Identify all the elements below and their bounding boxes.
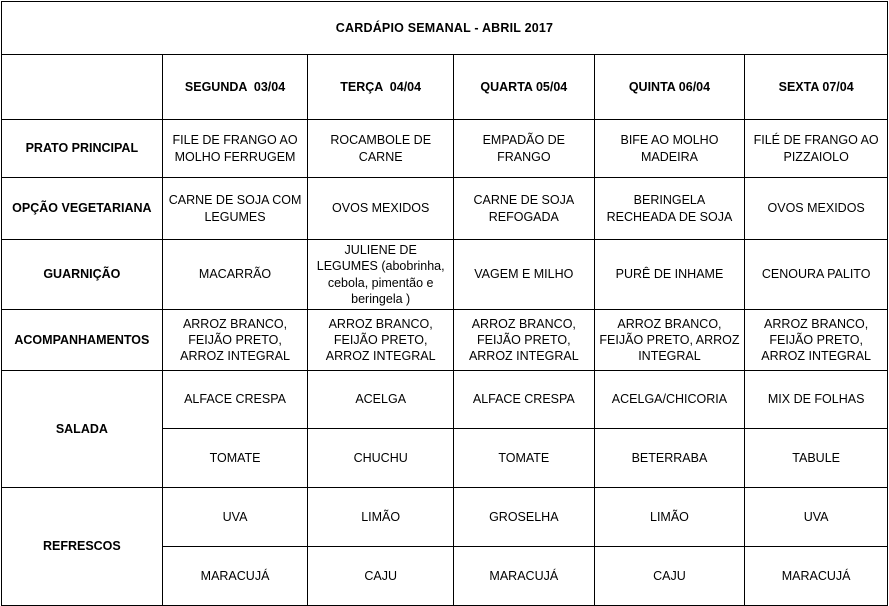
header-corner-blank xyxy=(1,54,163,120)
cell-salada-1-terca: ACELGA xyxy=(307,370,454,429)
cell-acompanhamentos-quarta: ARROZ BRANCO, FEIJÃO PRETO, ARROZ INTEGR… xyxy=(453,309,595,371)
cell-guarnicao-quinta: PURÊ DE INHAME xyxy=(593,239,746,310)
table-row-refrescos-2: MARACUJÁ CAJU MARACUJÁ CAJU MARACUJÁ xyxy=(2,546,888,606)
cell-acompanhamentos-sexta: ARROZ BRANCO, FEIJÃO PRETO, ARROZ INTEGR… xyxy=(744,309,888,371)
cell-refrescos-2-sexta: MARACUJÁ xyxy=(744,546,888,606)
cell-salada-2-sexta: TABULE xyxy=(744,428,888,488)
cell-refrescos-2-segunda: MARACUJÁ xyxy=(161,546,309,606)
cell-refrescos-2-quarta: MARACUJÁ xyxy=(453,546,595,606)
row-label-refrescos: REFRESCOS xyxy=(1,487,163,606)
row-label-acompanhamentos: ACOMPANHAMENTOS xyxy=(1,309,163,371)
table-row-prato-principal: PRATO PRINCIPAL FILE DE FRANGO AO MOLHO … xyxy=(1,119,888,178)
cell-salada-2-segunda: TOMATE xyxy=(161,428,309,488)
table-row-acompanhamentos: ACOMPANHAMENTOS ARROZ BRANCO, FEIJÃO PRE… xyxy=(1,309,888,371)
row-label-opcao-vegetariana: OPÇÃO VEGETARIANA xyxy=(1,177,163,240)
cell-guarnicao-sexta: CENOURA PALITO xyxy=(744,239,888,310)
cell-opcao-vegetariana-quarta: CARNE DE SOJA REFOGADA xyxy=(453,177,595,240)
cell-salada-1-quinta: ACELGA/CHICORIA xyxy=(593,370,746,429)
cell-refrescos-1-segunda: UVA xyxy=(161,487,309,547)
cell-prato-principal-terca: ROCAMBOLE DE CARNE xyxy=(307,119,454,178)
table-row-salada-1: SALADA ALFACE CRESPA ACELGA ALFACE CRESP… xyxy=(1,370,888,488)
column-header-quarta: QUARTA 05/04 xyxy=(453,54,595,120)
cell-salada-1-quarta: ALFACE CRESPA xyxy=(453,370,595,429)
cell-refrescos-1-quinta: LIMÃO xyxy=(593,487,746,547)
cell-prato-principal-segunda: FILE DE FRANGO AO MOLHO FERRUGEM xyxy=(161,119,309,178)
cell-opcao-vegetariana-sexta: OVOS MEXIDOS xyxy=(744,177,888,240)
cell-refrescos-1-sexta: UVA xyxy=(744,487,888,547)
cell-salada-2-terca: CHUCHU xyxy=(307,428,454,488)
cell-salada-1-segunda: ALFACE CRESPA xyxy=(161,370,309,429)
cell-salada-1-sexta: MIX DE FOLHAS xyxy=(744,370,888,429)
cell-prato-principal-quarta: EMPADÃO DE FRANGO xyxy=(453,119,595,178)
table-row-guarnicao: GUARNIÇÃO MACARRÃO JULIENE DE LEGUMES (a… xyxy=(1,239,888,310)
cell-refrescos-1-quarta: GROSELHA xyxy=(453,487,595,547)
column-header-sexta: SEXTA 07/04 xyxy=(744,54,888,120)
cell-guarnicao-terca: JULIENE DE LEGUMES (abobrinha, cebola, p… xyxy=(307,239,454,310)
table-title-row: CARDÁPIO SEMANAL - ABRIL 2017 xyxy=(1,1,888,55)
row-label-prato-principal: PRATO PRINCIPAL xyxy=(1,119,163,178)
row-label-guarnicao: GUARNIÇÃO xyxy=(1,239,163,310)
cell-opcao-vegetariana-quinta: BERINGELA RECHEADA DE SOJA xyxy=(593,177,746,240)
cell-acompanhamentos-segunda: ARROZ BRANCO, FEIJÃO PRETO, ARROZ INTEGR… xyxy=(161,309,309,371)
table-header-row: SEGUNDA 03/04 TERÇA 04/04 QUARTA 05/04 Q… xyxy=(1,54,888,120)
cell-acompanhamentos-quinta: ARROZ BRANCO, FEIJÃO PRETO, ARROZ INTEGR… xyxy=(593,309,746,371)
column-header-terca: TERÇA 04/04 xyxy=(307,54,454,120)
cell-guarnicao-segunda: MACARRÃO xyxy=(161,239,309,310)
cell-salada-2-quinta: BETERRABA xyxy=(593,428,746,488)
row-label-salada: SALADA xyxy=(1,370,163,488)
cell-refrescos-2-quinta: CAJU xyxy=(593,546,746,606)
document-title: CARDÁPIO SEMANAL - ABRIL 2017 xyxy=(1,1,888,55)
cell-prato-principal-quinta: BIFE AO MOLHO MADEIRA xyxy=(593,119,746,178)
cell-opcao-vegetariana-segunda: CARNE DE SOJA COM LEGUMES xyxy=(161,177,309,240)
cell-refrescos-2-terca: CAJU xyxy=(307,546,454,606)
cell-acompanhamentos-terca: ARROZ BRANCO, FEIJÃO PRETO, ARROZ INTEGR… xyxy=(307,309,454,371)
cell-refrescos-1-terca: LIMÃO xyxy=(307,487,454,547)
cell-salada-2-quarta: TOMATE xyxy=(453,428,595,488)
column-header-quinta: QUINTA 06/04 xyxy=(593,54,746,120)
cell-prato-principal-sexta: FILÉ DE FRANGO AO PIZZAIOLO xyxy=(744,119,888,178)
cell-guarnicao-quarta: VAGEM E MILHO xyxy=(453,239,595,310)
table-row-refrescos-1: REFRESCOS UVA LIMÃO GROSELHA LIMÃO UVA xyxy=(1,487,888,606)
table-row-salada-2: TOMATE CHUCHU TOMATE BETERRABA TABULE xyxy=(2,428,888,488)
cell-opcao-vegetariana-terca: OVOS MEXIDOS xyxy=(307,177,454,240)
table-row-opcao-vegetariana: OPÇÃO VEGETARIANA CARNE DE SOJA COM LEGU… xyxy=(1,177,888,240)
column-header-segunda: SEGUNDA 03/04 xyxy=(161,54,309,120)
